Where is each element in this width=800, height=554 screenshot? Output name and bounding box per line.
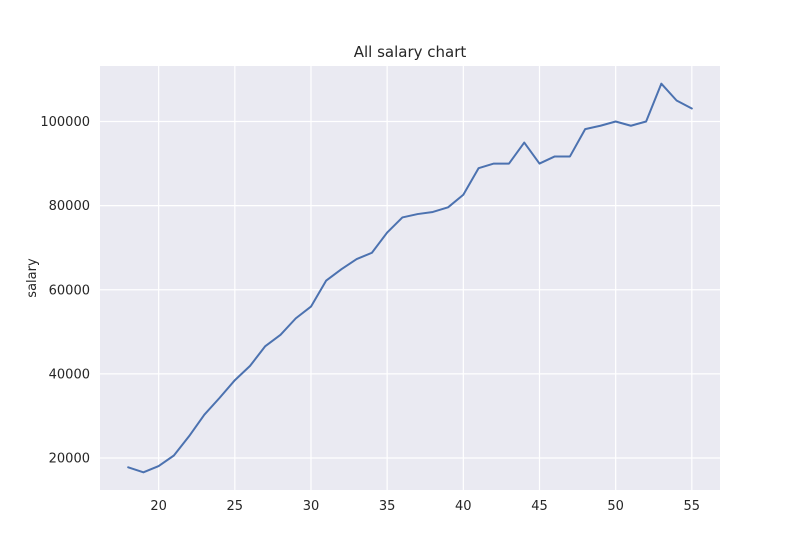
plot-area — [100, 66, 720, 490]
y-tick-label: 40000 — [49, 367, 90, 382]
salary-series-line — [127, 82, 693, 474]
series-layer — [127, 82, 693, 474]
tick-labels: 20 25 30 35 40 45 50 55 20000 40000 60000 80000 1000… — [40, 115, 700, 514]
y-tick-label: 80000 — [49, 199, 90, 214]
x-tick-label: 50 — [607, 499, 624, 514]
x-tick-label: 30 — [303, 499, 320, 514]
y-tick-label: 20000 — [49, 452, 90, 467]
y-tick-label: 60000 — [49, 283, 90, 298]
x-tick-label: 35 — [379, 499, 396, 514]
x-tick-label: 45 — [531, 499, 548, 514]
x-tick-label: 25 — [227, 499, 244, 514]
x-tick-label: 55 — [684, 499, 701, 514]
x-tick-label: 40 — [455, 499, 472, 514]
x-tick-label: 20 — [150, 499, 167, 514]
chart-title: All salary chart — [354, 43, 467, 61]
y-tick-label: 100000 — [40, 115, 90, 130]
y-axis-label: salary — [25, 258, 40, 298]
